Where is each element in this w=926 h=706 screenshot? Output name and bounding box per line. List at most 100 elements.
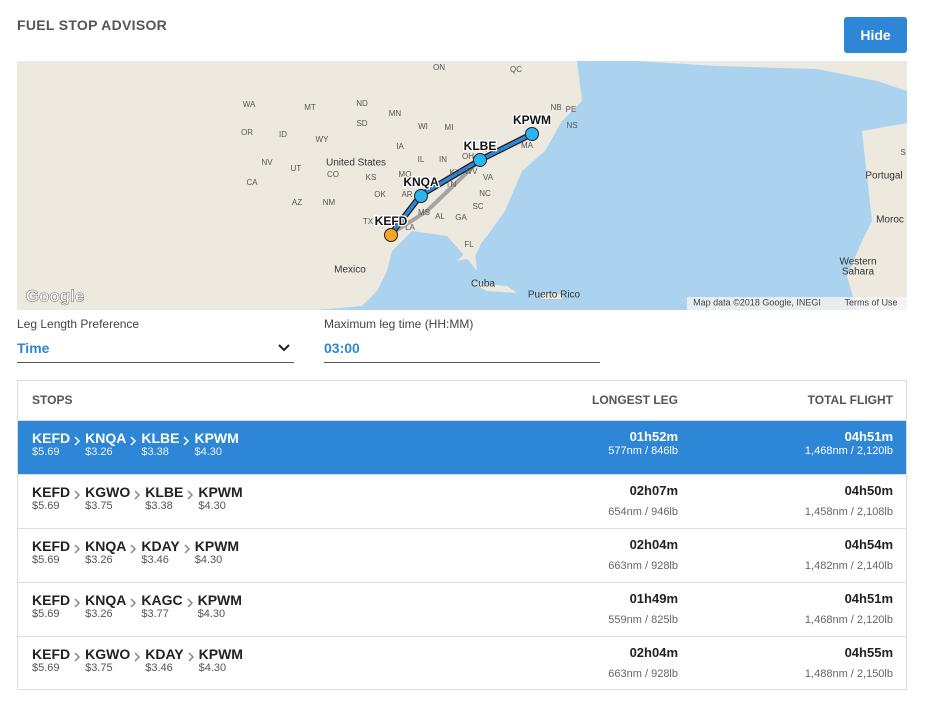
map-label: CA — [246, 178, 258, 187]
stop-code: KGWO — [85, 646, 131, 662]
stops: KEFD $5.69 KNQA $3.26 KLBE $3.38 KPWM $4.30 — [32, 430, 239, 458]
map-label: NS — [566, 121, 577, 130]
chevron — [130, 541, 137, 559]
map-label: ND — [356, 99, 368, 108]
chevron — [134, 487, 141, 505]
waypoint-label: KPWM — [513, 113, 551, 127]
stop-price: $3.77 — [141, 608, 169, 620]
stops: KEFD $5.69 KGWO $3.75 KLBE $3.38 KPWM $4.30 — [32, 484, 243, 512]
leg-pref-value: Time — [17, 340, 50, 356]
chevron — [130, 595, 137, 613]
map-label: KY — [450, 168, 461, 177]
map-label: VA — [483, 173, 494, 182]
result-row[interactable]: KEFD $5.69 KGWO $3.75 KDAY $3.46 KPWM $4.30 02h0… — [18, 636, 906, 690]
map-label: WV — [465, 167, 479, 176]
stops: KEFD $5.69 KGWO $3.75 KDAY $3.46 KPWM $4.30 — [32, 646, 243, 674]
map-label: AZ — [292, 198, 302, 207]
map-label: SC — [472, 202, 483, 211]
title: FUEL STOP ADVISOR — [17, 17, 168, 33]
attribution: Map data ©2018 Google, INEGI — [693, 297, 821, 307]
stop-code: KDAY — [145, 646, 184, 662]
stop: KLBE $3.38 — [141, 430, 179, 458]
map-label: ID — [279, 130, 287, 139]
map-label: ON — [433, 63, 445, 72]
map-label: UT — [291, 164, 302, 173]
map-label: Portugal — [865, 171, 902, 182]
stop-price: $3.26 — [85, 608, 113, 620]
longest-time: 01h49m — [629, 591, 678, 606]
total-time: 04h55m — [844, 645, 893, 660]
total-time: 04h51m — [844, 429, 893, 444]
result-row[interactable]: KEFD $5.69 KNQA $3.26 KLBE $3.38 KPWM $4.30 01h5… — [18, 420, 906, 474]
result-row[interactable]: KEFD $5.69 KGWO $3.75 KLBE $3.38 KPWM $4.30 02h0… — [18, 474, 906, 528]
map-label: Western — [839, 257, 876, 268]
total-time: 04h54m — [844, 537, 893, 552]
longest-time: 01h52m — [629, 429, 678, 444]
total-detail: 1,468nm / 2,120lb — [804, 614, 893, 626]
hide-button[interactable]: Hide — [844, 17, 907, 53]
stop-code: KAGC — [141, 592, 183, 608]
map-label: AR — [401, 190, 412, 199]
result-row[interactable]: KEFD $5.69 KNQA $3.26 KAGC $3.77 KPWM $4.30 01h4… — [18, 582, 906, 636]
chevron — [134, 649, 141, 667]
stop-code: KGWO — [85, 484, 131, 500]
stop: KLBE $3.38 — [145, 484, 183, 512]
total-time: 04h51m — [844, 591, 893, 606]
map-label: KS — [366, 173, 377, 182]
map-label: AL — [435, 212, 445, 221]
map-label: WA — [243, 100, 256, 109]
stop-code: KPWM — [194, 430, 239, 446]
map-label: GA — [455, 213, 467, 222]
longest-detail: 663nm / 928lb — [608, 560, 678, 572]
map-label: CO — [327, 170, 339, 179]
stop-code: KPWM — [198, 646, 243, 662]
stop-code: KLBE — [145, 484, 184, 500]
longest-detail: 663nm / 928lb — [608, 668, 678, 680]
waypoint-label: KEFD — [375, 214, 408, 228]
terms-link[interactable]: Terms of Use — [844, 297, 897, 307]
waypoint — [473, 153, 487, 167]
result-row[interactable]: KEFD $5.69 KNQA $3.26 KDAY $3.46 KPWM $4.30 02h0… — [18, 528, 906, 582]
map-label: IN — [439, 155, 447, 164]
stop: KNQA $3.26 — [85, 592, 126, 620]
stop: KPWM $4.30 — [195, 538, 239, 566]
map-label: MS — [418, 208, 430, 217]
map-label: MI — [445, 123, 454, 132]
stop-price: $3.46 — [141, 554, 169, 566]
stop: KEFD $5.69 — [32, 592, 70, 620]
map-label: NC — [479, 189, 491, 198]
total-time: 04h50m — [844, 483, 893, 498]
map-label: Mexico — [334, 265, 366, 276]
map-label: MA — [521, 141, 534, 150]
total-detail: 1,468nm / 2,120lb — [804, 445, 893, 457]
map-label: QC — [510, 65, 522, 74]
stop: KEFD $5.69 — [32, 538, 70, 566]
chevron — [187, 595, 194, 613]
longest-time: 02h04m — [629, 645, 678, 660]
stop-code: KDAY — [141, 538, 180, 554]
map-label: PA — [485, 145, 496, 154]
stop-price: $5.69 — [32, 554, 60, 566]
header-longest: LONGEST LEG — [591, 393, 678, 407]
waypoint-label: KNQA — [403, 175, 439, 189]
chevron — [184, 541, 191, 559]
stop-code: KNQA — [85, 592, 127, 608]
total-detail: 1,488nm / 2,150lb — [804, 668, 893, 680]
stop-code: KNQA — [85, 430, 127, 446]
map-label: TX — [363, 217, 374, 226]
leg-pref-select[interactable]: Time — [17, 340, 294, 363]
map-label: MN — [389, 109, 402, 118]
stop: KPWM $4.30 — [198, 592, 242, 620]
map-label: OK — [374, 190, 386, 199]
map[interactable]: ON QC WA MT ND MN NB PE NS OR ID WY SD WI MI IA NV UT Unit… — [17, 61, 907, 310]
google-logo: Google — [26, 286, 85, 305]
longest-detail: 654nm / 946lb — [608, 506, 678, 518]
stop: KGWO $3.75 — [85, 484, 130, 512]
max-leg-input[interactable]: 03:00 — [324, 340, 600, 363]
map-label: United States — [326, 158, 386, 169]
longest-detail: 577nm / 846lb — [608, 445, 678, 457]
map-label: Cuba — [471, 279, 495, 290]
stop-code: KPWM — [198, 484, 243, 500]
map-label: OR — [241, 128, 253, 137]
chevron — [74, 649, 81, 667]
